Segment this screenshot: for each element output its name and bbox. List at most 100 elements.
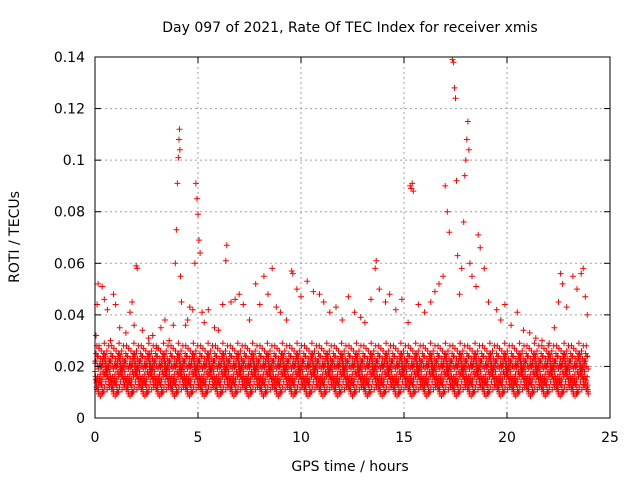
data-point: [461, 364, 468, 371]
data-point: [448, 358, 455, 364]
data-point: [580, 265, 587, 272]
data-point: [545, 342, 552, 349]
data-point: [480, 353, 487, 360]
data-point: [191, 378, 198, 385]
data-point: [368, 296, 374, 303]
data-point: [582, 293, 589, 300]
data-point: [344, 368, 351, 375]
data-point: [97, 381, 104, 388]
y-tick-label: 0.14: [54, 50, 85, 66]
data-point: [434, 358, 441, 364]
data-point: [189, 306, 196, 313]
data-point: [130, 388, 137, 395]
data-point: [354, 378, 361, 385]
data-point: [547, 353, 554, 360]
data-point: [493, 358, 500, 364]
data-point: [409, 180, 416, 187]
data-point: [395, 382, 402, 389]
data-point: [277, 309, 284, 316]
data-point: [115, 388, 122, 395]
data-point: [431, 288, 438, 295]
data-point: [427, 388, 433, 395]
data-point: [504, 348, 511, 354]
data-point: [163, 348, 170, 354]
data-point: [567, 358, 574, 364]
data-point: [117, 378, 124, 385]
data-point: [147, 378, 154, 385]
data-point: [124, 353, 131, 360]
data-point: [175, 154, 182, 161]
data-point: [213, 353, 220, 360]
data-point: [552, 358, 559, 364]
data-point: [100, 388, 107, 395]
data-point: [530, 388, 537, 395]
data-point: [351, 309, 358, 316]
data-point: [167, 358, 174, 364]
data-point: [290, 364, 297, 371]
x-tick-label: 25: [601, 430, 619, 446]
data-point: [546, 340, 553, 347]
data-point: [113, 382, 120, 389]
data-point: [104, 306, 111, 313]
data-point: [240, 368, 247, 375]
data-point: [357, 314, 364, 321]
data-point: [380, 382, 387, 389]
data-point: [222, 348, 229, 354]
data-point: [280, 378, 287, 385]
data-point: [397, 388, 404, 395]
data-point: [345, 293, 352, 300]
data-point: [513, 381, 520, 388]
data-point: [306, 382, 313, 389]
data-point: [557, 364, 564, 371]
data-point: [436, 353, 443, 360]
data-point: [190, 340, 197, 347]
data-point: [430, 348, 437, 354]
data-point: [497, 317, 504, 323]
data-point: [311, 348, 318, 354]
data-point: [508, 322, 515, 329]
data-point: [129, 299, 136, 305]
data-point: [149, 332, 156, 339]
data-point: [150, 364, 156, 371]
data-point: [376, 353, 383, 360]
data-point: [465, 146, 472, 153]
data-point: [288, 268, 295, 274]
data-point: [516, 340, 523, 347]
data-point: [462, 368, 469, 375]
data-point: [321, 382, 327, 389]
data-point: [120, 364, 127, 371]
data-point: [501, 388, 508, 395]
data-point: [164, 364, 171, 371]
data-point: [463, 136, 470, 143]
data-point: [308, 388, 315, 395]
data-point: [241, 358, 248, 364]
data-point: [528, 364, 535, 371]
data-point: [427, 299, 434, 305]
data-point: [584, 353, 591, 360]
data-point: [459, 348, 466, 354]
data-point: [486, 340, 493, 347]
data-point: [316, 291, 323, 298]
data-point: [320, 381, 327, 388]
data-point: [219, 301, 226, 308]
data-point: [382, 388, 389, 395]
data-point: [383, 340, 390, 347]
data-point: [528, 382, 535, 389]
data-point: [142, 364, 149, 371]
data-point: [454, 252, 461, 259]
data-point: [583, 377, 590, 384]
data-point: [320, 364, 327, 371]
data-point: [347, 353, 354, 360]
data-point: [443, 378, 450, 385]
data-point: [134, 265, 141, 272]
data-point: [184, 317, 191, 323]
data-point: [105, 364, 112, 371]
data-point: [145, 340, 152, 347]
data-point: [98, 382, 105, 389]
data-point: [166, 337, 173, 344]
data-point: [503, 378, 510, 385]
data-point: [443, 353, 450, 360]
data-point: [501, 340, 508, 347]
data-point: [145, 335, 152, 342]
data-point: [345, 358, 352, 364]
